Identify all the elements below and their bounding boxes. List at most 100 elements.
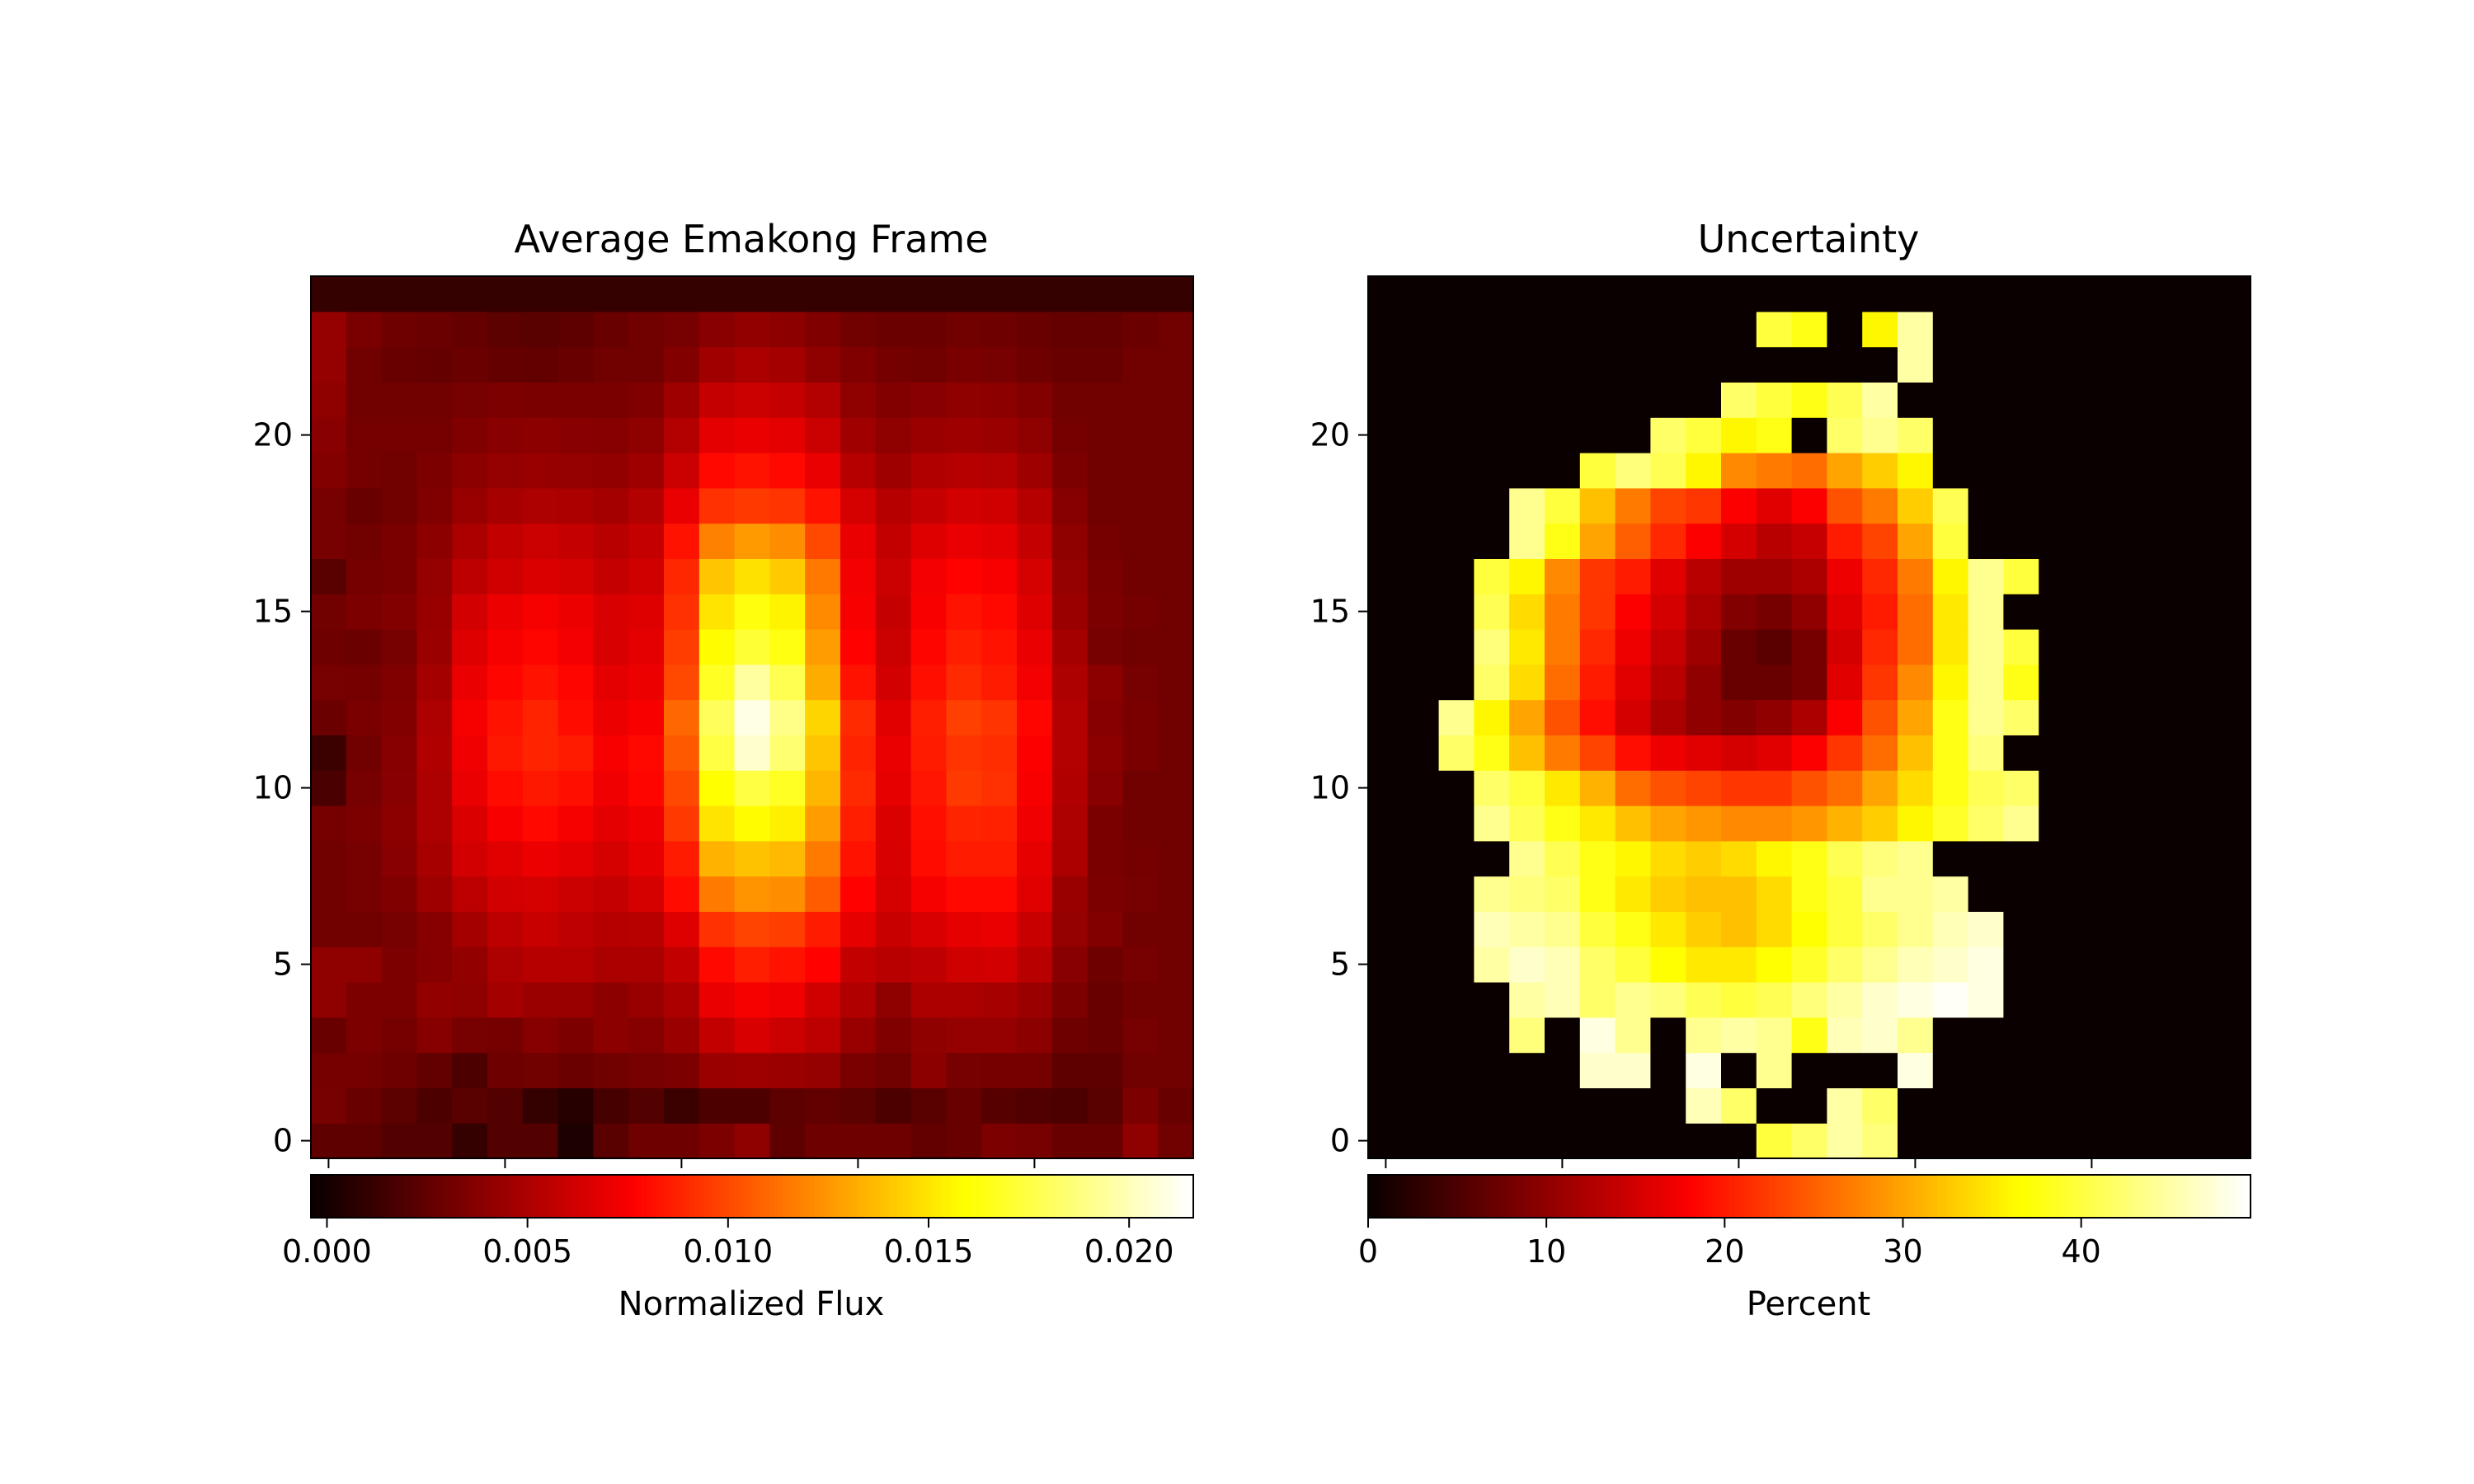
heatmap-cell [1862,946,1898,983]
heatmap-cell [2109,1087,2146,1124]
heatmap-cell [981,982,1018,1018]
heatmap-cell [2003,735,2039,771]
heatmap-cell [2039,276,2075,312]
heatmap-cell [981,382,1018,418]
heatmap-cell [346,982,383,1018]
heatmap-cell [981,805,1018,842]
heatmap-cell [2003,699,2039,735]
colorbar-segment [1500,1175,1506,1218]
heatmap-cell [875,453,912,489]
heatmap-cell [1827,699,1863,735]
colorbar-segment [2012,1175,2018,1218]
heatmap-cell [1051,417,1089,453]
heatmap-cell [557,523,594,559]
colorbar-segment [1504,1175,1510,1218]
heatmap-cell [1509,453,1545,489]
heatmap-cell [1122,1017,1159,1054]
heatmap-cell [946,1017,982,1054]
heatmap-cell [628,487,665,524]
heatmap-cell [875,735,912,771]
colorbar-segment [792,1175,797,1218]
colorbar-segment [2074,1175,2080,1218]
colorbar-segment [2109,1175,2114,1218]
heatmap-cell [769,594,806,630]
heatmap-cell [946,946,982,983]
heatmap-cell [1122,770,1159,806]
heatmap-cell [1791,558,1827,594]
heatmap-cell [2180,982,2216,1018]
heatmap-cell [557,699,594,735]
heatmap-cell [981,594,1018,630]
heatmap-cell [452,735,488,771]
colorbar-segment [933,1175,938,1218]
heatmap-cell [1650,311,1686,348]
colorbar-segment [1729,1175,1735,1218]
colorbar-segment [1637,1175,1643,1218]
heatmap-cell [2003,946,2039,983]
colorbar-segment [822,1175,828,1218]
colorbar-tick-label: 0.015 [884,1233,974,1270]
heatmap-cell [1615,664,1651,701]
colorbar-segment [478,1175,484,1218]
heatmap-cell [1122,629,1159,665]
heatmap-cell [1579,346,1616,383]
heatmap-cell [1791,523,1827,559]
heatmap-cell [1791,805,1827,842]
heatmap-cell [769,946,806,983]
colorbar-segment [311,1175,317,1218]
colorbar-segment [1699,1175,1705,1218]
colorbar-segment [426,1175,431,1218]
heatmap-cell [2003,876,2039,912]
colorbar-segment [1588,1175,1594,1218]
heatmap-cell [1509,523,1545,559]
heatmap-cell [1686,805,1722,842]
heatmap-cell [1791,911,1827,947]
heatmap-cell [2215,346,2251,383]
heatmap-cell [1051,699,1089,735]
heatmap-cell [805,982,841,1018]
colorbar-segment [1725,1175,1731,1218]
colorbar-segment [1470,1175,1475,1218]
heatmap-cell [946,1123,982,1159]
heatmap-cell [1686,346,1722,383]
colorbar-segment [368,1175,374,1218]
heatmap-cell [2039,876,2075,912]
heatmap-cell [1509,558,1545,594]
heatmap-cell [416,805,453,842]
heatmap-cell [769,1017,806,1054]
heatmap-cell [522,982,559,1018]
heatmap-cell [593,1052,629,1088]
heatmap-cell [1368,699,1404,735]
colorbar-segment [1663,1175,1669,1218]
heatmap-cell [522,1123,559,1159]
heatmap-cell [2109,523,2146,559]
heatmap-cell [2003,382,2039,418]
heatmap-cell [769,382,806,418]
heatmap-cell [1827,453,1863,489]
heatmap-cell [1898,276,1934,312]
heatmap-cell [1686,417,1722,453]
heatmap-cell [1791,487,1827,524]
heatmap-cell [734,735,770,771]
colorbar-segment [809,1175,815,1218]
heatmap-cell [487,840,524,877]
heatmap-cell [1403,629,1440,665]
heatmap-cell [1579,735,1616,771]
heatmap-cell [1087,311,1123,348]
colorbar-segment [1977,1175,1982,1218]
colorbar-segment [1179,1175,1186,1218]
heatmap-cell [2180,629,2216,665]
heatmap-cell [1579,276,1616,312]
colorbar-segment [924,1175,929,1218]
heatmap-cell [593,523,629,559]
heatmap-cell [2039,911,2075,947]
heatmap-cell [1368,276,1404,312]
colorbar-segment [752,1175,758,1218]
colorbar-segment [1545,1175,1550,1218]
colorbar-segment [527,1175,533,1218]
heatmap-cell [840,840,877,877]
heatmap-cell [805,487,841,524]
heatmap-cell [311,1052,347,1088]
heatmap-cell [1686,629,1722,665]
heatmap-cell [664,311,700,348]
